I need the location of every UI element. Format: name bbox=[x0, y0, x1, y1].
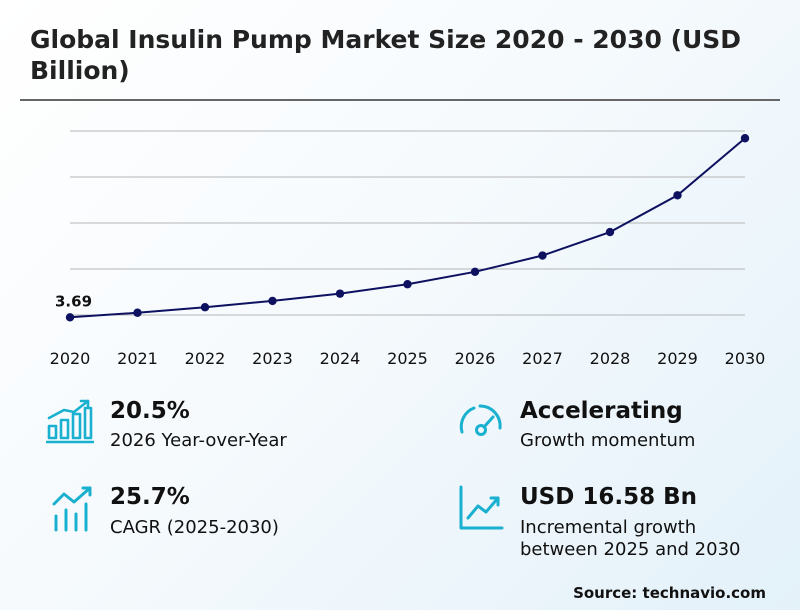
data-label: 3.69 bbox=[55, 292, 92, 310]
stat-value: USD 16.58 Bn bbox=[520, 484, 698, 510]
x-tick-label: 2023 bbox=[252, 349, 293, 368]
stat-momentum: Accelerating Growth momentum bbox=[456, 398, 786, 458]
stat-description: 2026 Year-over-Year bbox=[110, 430, 287, 451]
title-divider bbox=[20, 99, 780, 101]
x-tick-label: 2026 bbox=[455, 349, 496, 368]
x-tick-label: 2030 bbox=[725, 349, 766, 368]
x-tick-label: 2029 bbox=[657, 349, 698, 368]
data-point bbox=[470, 267, 480, 277]
x-tick-label: 2021 bbox=[117, 349, 158, 368]
stat-incremental: USD 16.58 Bn Incremental growth between … bbox=[458, 484, 778, 564]
x-tick-label: 2025 bbox=[387, 349, 428, 368]
x-tick-label: 2024 bbox=[320, 349, 361, 368]
data-point bbox=[268, 296, 277, 306]
data-point bbox=[335, 289, 345, 298]
gauge-icon bbox=[459, 404, 502, 436]
x-tick-label: 2027 bbox=[522, 349, 563, 368]
x-tick-label: 2020 bbox=[50, 349, 91, 368]
data-point bbox=[605, 227, 615, 237]
data-point bbox=[65, 313, 75, 322]
stat-cagr: 25.7% CAGR (2025-2030) bbox=[52, 484, 382, 544]
line-chart: 2020 2021 2022 2023 2024 2025 2026 2027 2028 2029… bbox=[50, 130, 766, 368]
data-point bbox=[538, 251, 547, 260]
trend-bars-icon bbox=[52, 486, 92, 532]
data-point bbox=[403, 280, 412, 289]
chart-title: Global Insulin Pump Market Size 2020 - 2… bbox=[30, 25, 742, 85]
line-growth-icon bbox=[459, 485, 504, 530]
series-line bbox=[69, 137, 746, 319]
data-point bbox=[673, 191, 682, 200]
stat-yoy: 20.5% 2026 Year-over-Year bbox=[46, 398, 376, 458]
stat-value: Accelerating bbox=[520, 398, 683, 424]
bar-chart-growth-icon bbox=[46, 399, 94, 444]
source-credit: Source: technavio.com bbox=[573, 584, 766, 602]
stat-description: Growth momentum bbox=[520, 430, 696, 451]
data-point bbox=[200, 303, 210, 312]
stat-value: 25.7% bbox=[110, 484, 190, 510]
stat-description-line-2: between 2025 and 2030 bbox=[520, 539, 741, 560]
stat-value: 20.5% bbox=[110, 398, 190, 424]
stat-description: CAGR (2025-2030) bbox=[110, 517, 279, 538]
x-tick-label: 2028 bbox=[590, 349, 631, 368]
x-tick-label: 2022 bbox=[185, 349, 226, 368]
data-point bbox=[133, 308, 142, 317]
data-point bbox=[740, 134, 750, 143]
stat-description: Incremental growth bbox=[520, 517, 697, 538]
